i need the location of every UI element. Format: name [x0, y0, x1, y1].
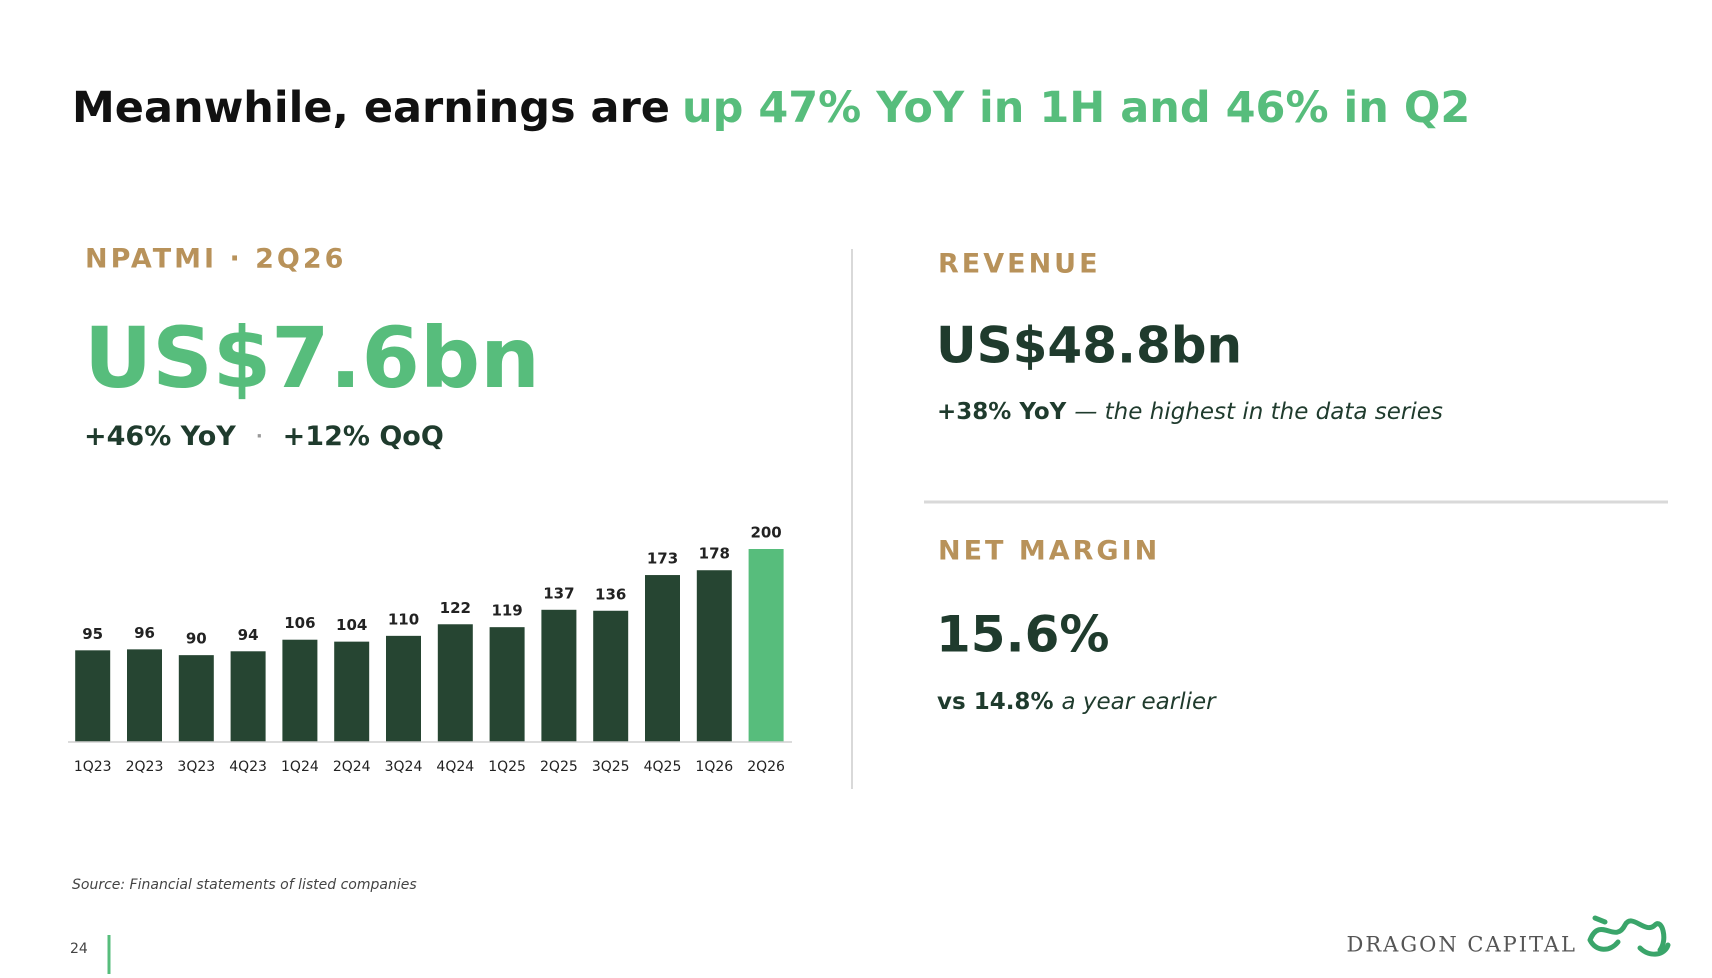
npatmi-yoy: +46% YoY — [84, 421, 236, 452]
x-tick-label: 4Q25 — [644, 759, 682, 775]
x-tick-label: 4Q23 — [229, 759, 267, 775]
brand-name: DRAGON CAPITAL — [1347, 933, 1577, 957]
value-label: 173 — [647, 550, 678, 568]
x-tick-label: 3Q24 — [385, 759, 423, 775]
bar — [696, 570, 732, 742]
npatmi-changes: +46% YoY · +12% QoQ — [84, 421, 444, 452]
x-tick-label: 4Q24 — [436, 759, 474, 775]
bar — [230, 651, 266, 742]
bar — [178, 655, 214, 742]
net-margin-note-italic: a year earlier — [1061, 689, 1217, 715]
x-tick-label: 1Q26 — [695, 759, 733, 775]
x-tick-label: 2Q26 — [747, 759, 785, 775]
value-label: 119 — [491, 602, 522, 620]
x-tick-label: 1Q25 — [488, 759, 526, 775]
bar — [282, 639, 318, 742]
value-label: 90 — [186, 630, 207, 648]
bar — [127, 649, 162, 742]
bar — [386, 635, 421, 742]
brand-logo — [1587, 915, 1671, 957]
net-margin-note: vs 14.8% a year earlier — [937, 689, 1217, 715]
bar — [489, 627, 525, 742]
value-label: 122 — [440, 599, 471, 617]
x-tick-label: 3Q25 — [592, 759, 630, 775]
value-label: 137 — [543, 584, 574, 602]
x-tick-label: 2Q23 — [126, 759, 164, 775]
npatmi-value: US$7.6bn — [84, 309, 540, 407]
title-lead: Meanwhile, earnings are — [72, 83, 670, 133]
value-label: 200 — [750, 524, 781, 542]
value-label: 136 — [595, 585, 626, 603]
bar — [748, 549, 784, 742]
bar — [645, 575, 680, 742]
bar — [334, 641, 370, 742]
bar — [541, 609, 577, 742]
value-label: 110 — [388, 610, 419, 628]
x-tick-label: 1Q23 — [74, 759, 112, 775]
bar — [75, 650, 111, 742]
value-label: 106 — [284, 614, 315, 632]
revenue-value: US$48.8bn — [936, 317, 1242, 375]
net-margin-label: NET MARGIN — [938, 536, 1160, 567]
bar — [593, 610, 629, 742]
slide-title: Meanwhile, earnings are up 47% YoY in 1H … — [72, 83, 1470, 133]
title-highlight: up 47% YoY in 1H and 46% in Q2 — [682, 83, 1470, 133]
value-label: 94 — [238, 626, 259, 644]
value-label: 104 — [336, 616, 367, 634]
net-margin-note-bold: vs 14.8% — [937, 689, 1053, 715]
revenue-note: +38% YoY — the highest in the data series — [937, 399, 1443, 425]
npatmi-label: NPATMI · 2Q26 — [85, 244, 346, 275]
value-label: 95 — [82, 625, 103, 643]
x-tick-label: 2Q25 — [540, 759, 578, 775]
bar-chart: 95 1Q23 96 2Q23 90 3Q23 94 4Q23 106 1Q24 104 2Q24 11… — [68, 524, 792, 775]
npatmi-qoq: +12% QoQ — [283, 421, 444, 452]
revenue-note-bold: +38% YoY — [937, 399, 1067, 425]
bar — [437, 624, 473, 742]
revenue-label: REVENUE — [938, 249, 1101, 280]
value-label: 178 — [699, 545, 730, 563]
x-tick-label: 1Q24 — [281, 759, 319, 775]
page-number: 24 — [70, 941, 88, 957]
value-label: 96 — [134, 624, 155, 642]
net-margin-value: 15.6% — [936, 606, 1109, 664]
separator: · — [256, 426, 263, 447]
source-note: Source: Financial statements of listed c… — [72, 877, 417, 893]
revenue-note-italic: — the highest in the data series — [1074, 399, 1443, 425]
x-tick-label: 2Q24 — [333, 759, 371, 775]
x-tick-label: 3Q23 — [177, 759, 215, 775]
